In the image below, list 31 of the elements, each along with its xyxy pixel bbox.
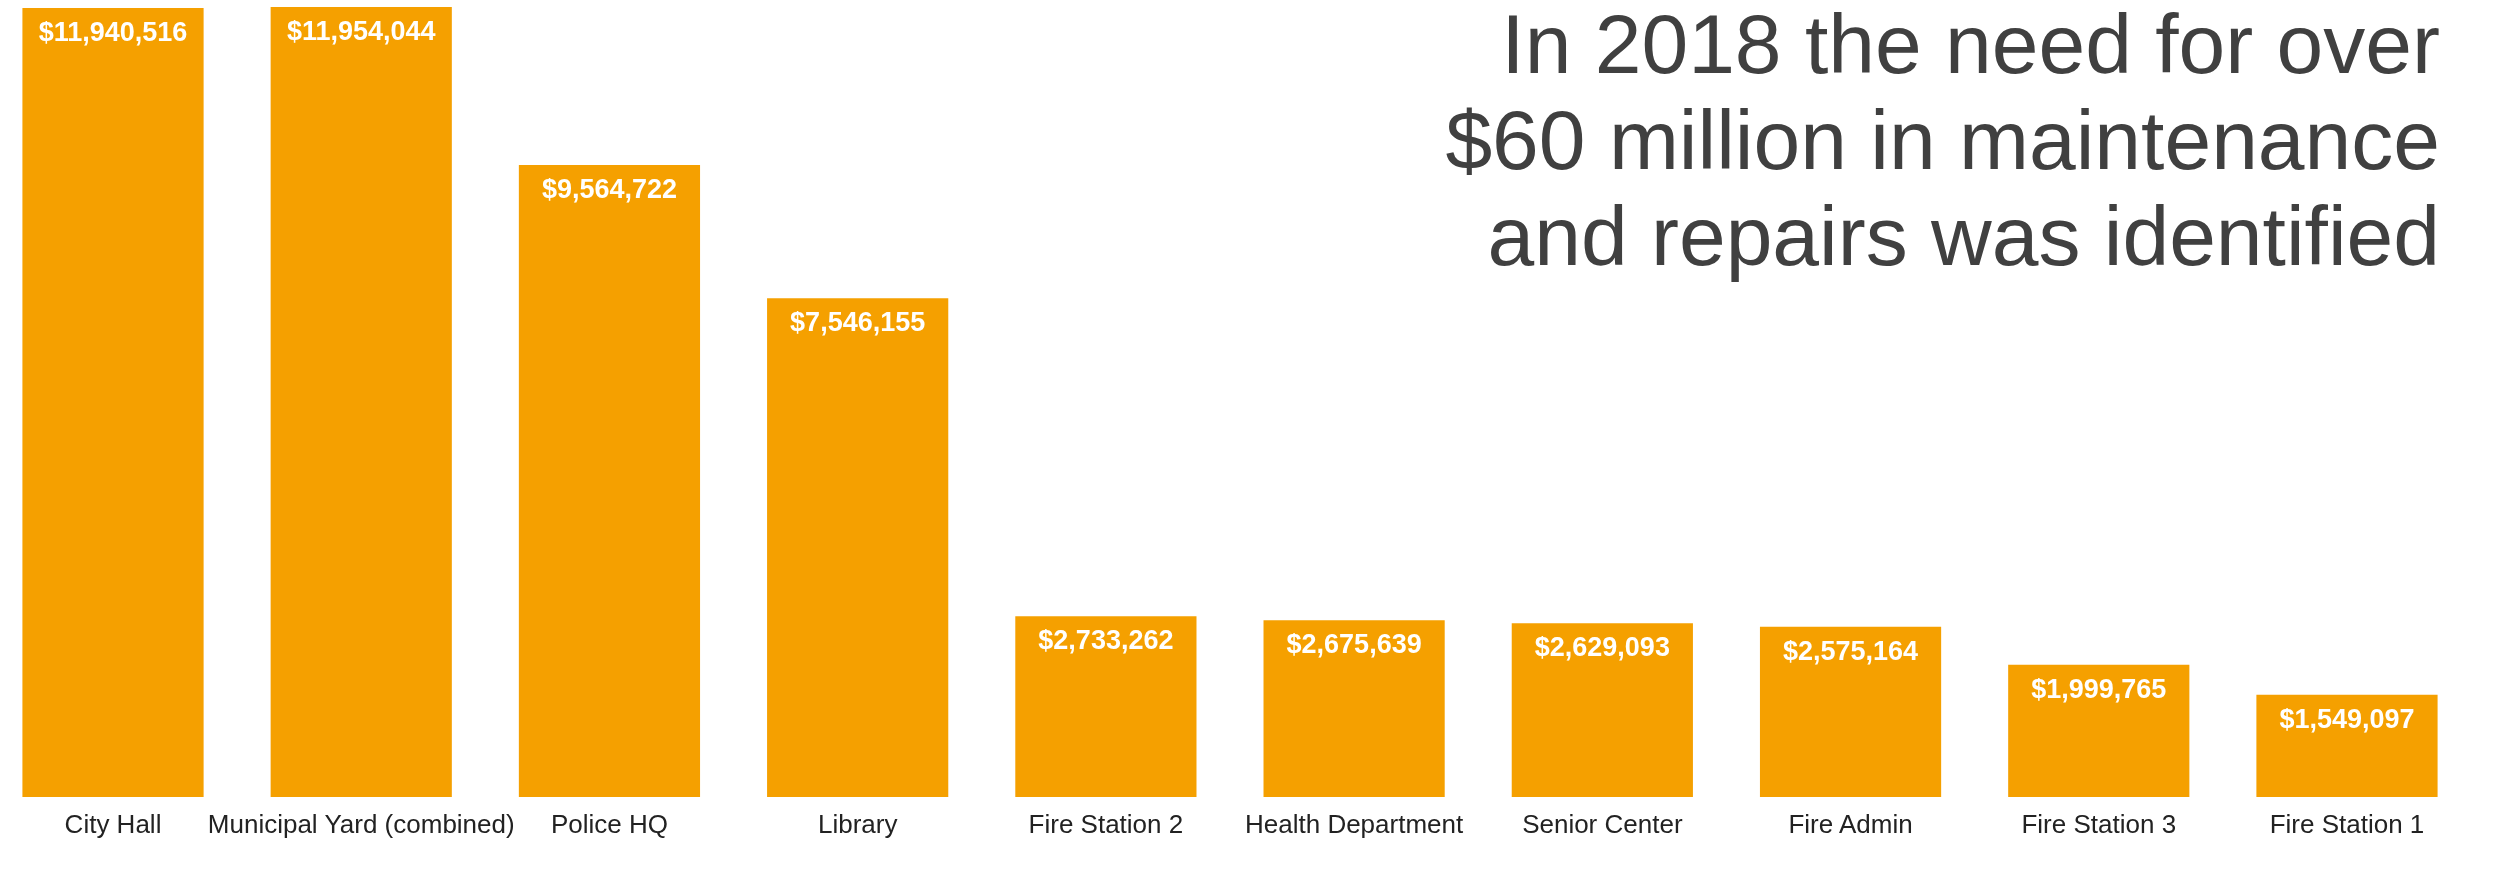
- data-label: $11,940,516: [38, 16, 188, 47]
- x-tick-label: Fire Admin: [1788, 808, 1913, 839]
- bar: [518, 164, 701, 797]
- bar: [1511, 623, 1693, 797]
- bar: [2256, 694, 2438, 797]
- bar: [2008, 664, 2190, 797]
- x-tick-label: Fire Station 3: [2021, 808, 2177, 839]
- data-label: $1,999,765: [2031, 673, 2167, 704]
- bar: [767, 298, 949, 797]
- x-tick-label: Police HQ: [550, 808, 668, 839]
- text: In 2018 the need for over $60 million in maintenance and repairs was identified: [1445, 0, 2440, 283]
- x-tick-label: Municipal Yard (combined): [207, 808, 515, 839]
- bar: [270, 7, 452, 797]
- bar: [1263, 620, 1445, 797]
- data-label: $9,564,722: [541, 173, 678, 204]
- bar: [22, 7, 204, 797]
- data-label: $7,546,155: [790, 307, 926, 338]
- x-tick-label: Fire Station 2: [1028, 808, 1184, 839]
- data-label: $2,733,262: [1038, 625, 1174, 656]
- x-tick-label: City Hall: [64, 808, 162, 839]
- bar: [1015, 616, 1197, 797]
- x-tick-label: Senior Center: [1522, 808, 1683, 839]
- data-label: $11,954,044: [286, 16, 436, 46]
- x-tick-label: Health Department: [1244, 808, 1464, 839]
- x-tick-label: Library: [817, 808, 898, 839]
- data-label: $2,675,639: [1286, 629, 1422, 660]
- data-label: $1,549,097: [2279, 703, 2415, 734]
- data-label: $2,629,093: [1534, 632, 1670, 663]
- data-label: $2,575,164: [1782, 635, 1919, 666]
- x-tick-label: Fire Station 1: [2269, 808, 2425, 839]
- bar: [1759, 626, 1942, 797]
